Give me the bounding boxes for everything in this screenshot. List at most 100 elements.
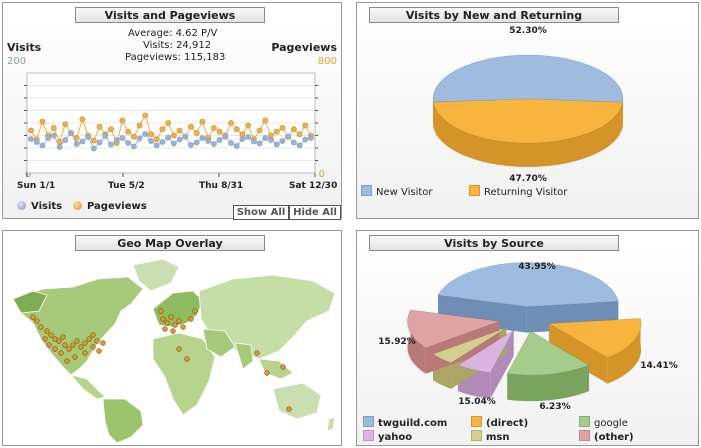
msn-slice[interactable] [432,327,507,364]
direct-slice[interactable] [548,318,642,358]
pageviews-point[interactable] [39,118,46,125]
pageviews-point[interactable] [279,125,286,131]
pageviews-point[interactable] [130,133,137,140]
pageviews-point[interactable] [210,125,217,131]
visits-point[interactable] [193,139,200,146]
visits-point[interactable] [153,142,160,149]
visits-point[interactable] [170,140,177,147]
pageviews-point[interactable] [79,116,86,123]
show-all-button[interactable]: Show All [233,205,289,220]
visits-point[interactable] [130,143,137,150]
southeast-asia-region[interactable] [258,358,294,380]
returning-visitor-slice[interactable] [432,98,624,144]
central-america-region[interactable] [69,374,106,400]
pageviews-point[interactable] [142,112,149,119]
pageviews-point[interactable] [302,122,309,129]
pageviews-point[interactable] [216,128,223,135]
visits-point[interactable] [205,138,212,144]
yahoo-slice[interactable] [457,329,515,374]
pageviews-point[interactable] [245,122,252,129]
visits-point[interactable] [239,136,246,142]
south-america-region[interactable] [102,398,144,444]
pageviews-point[interactable] [170,132,177,139]
greenland-region[interactable] [132,258,180,292]
pageviews-point[interactable] [176,127,183,134]
pageviews-point[interactable] [188,123,194,130]
visits-point[interactable] [268,137,274,143]
pageviews-point[interactable] [165,120,172,126]
visits-point[interactable] [188,142,194,148]
visits-point[interactable] [216,137,223,143]
visits-point[interactable] [102,133,109,139]
twguild-slice[interactable] [437,262,619,307]
visits-point[interactable] [233,143,240,149]
visits-point[interactable] [108,141,114,148]
visits-point[interactable] [256,140,263,147]
visits-point[interactable] [113,137,120,143]
visits-point[interactable] [148,138,154,144]
visits-point[interactable] [302,136,309,143]
pageviews-point[interactable] [233,126,240,133]
other-slice[interactable] [407,309,500,349]
australia-region[interactable] [272,382,322,420]
pageviews-point[interactable] [290,126,297,133]
pageviews-point[interactable] [50,125,57,131]
pageviews-point[interactable] [159,126,166,133]
pageviews-point[interactable] [62,121,69,128]
visits-point[interactable] [28,136,34,142]
visits-point[interactable] [222,132,229,139]
world-map[interactable] [3,249,341,444]
pageviews-point[interactable] [125,128,132,135]
visits-point[interactable] [228,140,234,146]
pageviews-point[interactable] [228,120,234,126]
visits-point[interactable] [136,135,143,142]
pageviews-point[interactable] [273,128,280,135]
visits-point[interactable] [245,134,252,140]
new-zealand-region[interactable] [326,416,336,432]
india-region[interactable] [234,342,254,370]
visits-point[interactable] [199,135,206,141]
visits-point[interactable] [62,137,69,143]
pageviews-point[interactable] [193,130,200,136]
visits-point[interactable] [96,139,103,146]
visits-point[interactable] [68,130,74,136]
visits-point[interactable] [285,133,292,140]
legend-visits[interactable]: Visits [17,201,62,212]
pageviews-point[interactable] [199,118,206,125]
africa-region[interactable] [152,332,216,416]
visits-point[interactable] [56,144,63,150]
pageviews-point[interactable] [296,131,303,138]
pageviews-point[interactable] [148,131,154,138]
pageviews-point[interactable] [108,126,114,133]
visits-point[interactable] [79,138,86,145]
visits-point[interactable] [290,139,297,146]
middle-east-region[interactable] [202,328,236,358]
visits-point[interactable] [125,140,132,146]
pageviews-point[interactable] [119,117,126,124]
new-visitor-slice[interactable] [432,54,624,103]
visits-point[interactable] [165,134,172,141]
pageviews-point[interactable] [90,137,97,144]
legend-pageviews[interactable]: Pageviews [73,201,147,212]
hide-all-button[interactable]: Hide All [289,205,341,220]
visits-point[interactable] [308,135,314,141]
visits-point[interactable] [176,136,183,143]
google-slice[interactable] [506,330,590,376]
visits-point[interactable] [210,141,217,147]
visits-point[interactable] [85,134,92,140]
visits-point[interactable] [296,142,303,149]
pageviews-point[interactable] [239,131,246,138]
visits-point[interactable] [33,139,40,145]
pageviews-point[interactable] [96,123,103,130]
pageviews-point[interactable] [28,127,34,134]
pageviews-point[interactable] [262,117,269,124]
visits-point[interactable] [73,141,80,147]
visits-point[interactable] [39,142,46,149]
visits-point[interactable] [159,139,166,145]
pageviews-point[interactable] [256,127,263,134]
visits-point[interactable] [262,135,269,141]
visits-point[interactable] [279,138,286,144]
visits-point[interactable] [45,135,52,141]
visits-point[interactable] [273,141,280,148]
alaska-region[interactable] [12,290,48,314]
